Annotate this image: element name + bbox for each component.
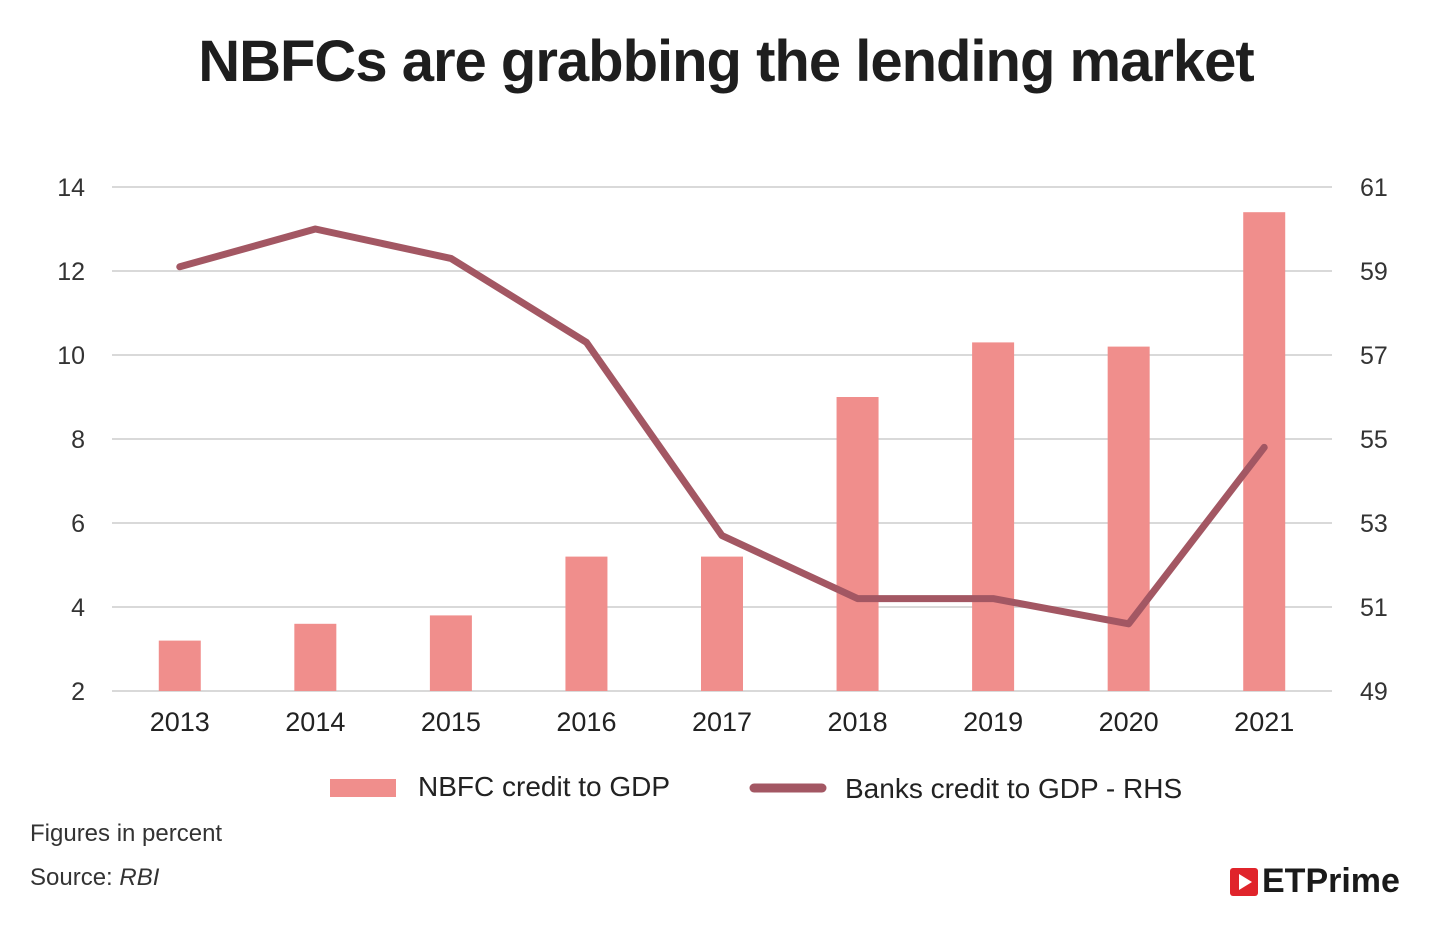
chart-title: NBFCs are grabbing the lending market — [198, 29, 1255, 94]
y-tick-label: 14 — [57, 174, 85, 202]
x-tick-label: 2015 — [421, 707, 481, 737]
y2-tick-label: 49 — [1360, 678, 1388, 706]
bar-2014 — [294, 623, 337, 691]
y2-tick-label: 51 — [1360, 594, 1388, 622]
source-note: Source: RBI — [30, 864, 159, 892]
x-tick-label: 2014 — [285, 707, 345, 737]
legend-label-banks: Banks credit to GDP - RHS — [845, 773, 1182, 804]
y-tick-label: 10 — [57, 342, 85, 370]
y-tick-label: 4 — [71, 594, 85, 622]
etprime-logo: ETPrime — [1230, 862, 1400, 901]
bar-2017 — [701, 556, 743, 691]
x-tick-label: 2019 — [963, 707, 1023, 737]
y2-tick-label: 59 — [1360, 258, 1388, 286]
bar-2018 — [836, 397, 879, 691]
x-tick-label: 2016 — [556, 707, 616, 737]
bar-2016 — [565, 556, 608, 691]
legend-label-nbfc: NBFC credit to GDP — [418, 771, 670, 802]
bar-2019 — [972, 342, 1015, 691]
x-tick-label: 2017 — [692, 707, 752, 737]
y-tick-label: 6 — [71, 510, 85, 538]
x-tick-label: 2018 — [828, 707, 888, 737]
source-value: RBI — [119, 864, 160, 891]
bar-2013 — [158, 640, 201, 691]
logo-text: ETPrime — [1262, 862, 1400, 900]
y-tick-label: 2 — [71, 678, 85, 706]
legend-swatch-nbfc — [330, 779, 396, 797]
figures-note: Figures in percent — [30, 820, 223, 847]
play-icon — [1230, 867, 1258, 896]
y2-tick-label: 57 — [1360, 342, 1388, 370]
x-tick-label: 2021 — [1234, 707, 1294, 737]
y-tick-label: 8 — [71, 426, 85, 454]
y2-tick-label: 61 — [1360, 174, 1388, 202]
source-label: Source: — [30, 864, 120, 891]
x-tick-label: 2020 — [1099, 707, 1159, 737]
y2-tick-label: 53 — [1360, 510, 1388, 538]
bar-2015 — [429, 615, 472, 691]
y-tick-label: 12 — [57, 258, 85, 286]
bar-2020 — [1107, 346, 1150, 691]
y2-tick-label: 55 — [1360, 426, 1388, 454]
x-tick-label: 2013 — [150, 707, 210, 737]
